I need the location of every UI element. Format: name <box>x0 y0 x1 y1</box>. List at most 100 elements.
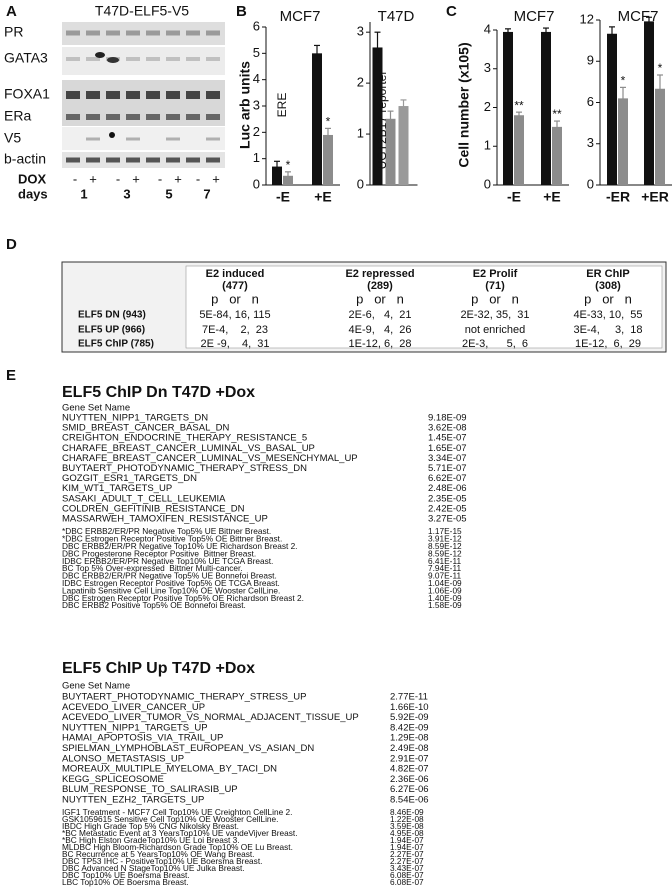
panel-label: B <box>236 3 247 20</box>
row-label: ELF5 DN (943) <box>78 310 146 321</box>
significance: * <box>286 158 291 172</box>
gene-set-name: KEGG_SPLICEOSOME <box>62 774 164 785</box>
y-tick-label: 2 <box>357 75 364 90</box>
y-tick-label: 9 <box>587 53 594 68</box>
gene-set-name: SMID_BREAST_CANCER_BASAL_DN <box>62 423 229 434</box>
annotation: UGT2B17 reporter <box>375 71 389 170</box>
p-value: 1.22E-08 <box>390 814 424 824</box>
chart-title: T47D <box>378 8 415 25</box>
y-tick-label: 0 <box>253 176 260 191</box>
gene-set-name: *BC Metastatic Event at 3 YearsTop10% UE… <box>62 828 298 838</box>
blot <box>62 22 225 168</box>
p-value: 2.36E-06 <box>390 774 429 785</box>
annotation: ERE <box>275 93 289 118</box>
gene-set-name: BUYTAERT_PHOTODYNAMIC_THERAPY_STRESS_UP <box>62 692 306 703</box>
p-value: 1.66E-10 <box>390 702 429 713</box>
bar <box>644 21 654 185</box>
column-count: (477) <box>222 280 248 292</box>
bar <box>503 31 513 185</box>
bar <box>514 115 524 185</box>
cell: 3E-4, 3, 18 <box>573 324 642 336</box>
x-tick-label: -ER <box>606 189 630 205</box>
bar <box>312 53 322 186</box>
p-value: 6.27E-06 <box>390 784 429 795</box>
y-axis-label: Cell number (x105) <box>456 42 472 167</box>
gene-set-name: Lapatinib Sensitive Cell Line Top10% OE … <box>62 585 280 595</box>
gene-set-name: MOREAUX_MULTIPLE_MYELOMA_BY_TACI_DN <box>62 764 277 775</box>
gene-set-name: CHARAFE_BREAST_CANCER_LUMINAL_VS_BASAL_U… <box>62 443 315 454</box>
panel-label: A <box>6 3 17 20</box>
chart-title: MCF7 <box>514 8 555 25</box>
cell: 4E-33, 10, 55 <box>573 309 642 321</box>
blot-row-label: ERa <box>4 108 31 124</box>
gene-set-name: DBC ERBB2/ER/PR Negative Top10% UE Richa… <box>62 541 298 551</box>
p-value: 5.71E-07 <box>428 463 467 474</box>
significance: ** <box>514 98 524 112</box>
p-value: 9.07E-11 <box>428 571 461 581</box>
p-value: 1.65E-07 <box>428 443 467 454</box>
gene-set-name: DBC Progesterone Receptor Positive Bittn… <box>62 548 256 558</box>
gene-set-name: BLUM_RESPONSE_TO_SALIRASIB_UP <box>62 784 238 795</box>
days-label: days <box>18 186 48 201</box>
subheader: p or n <box>471 291 519 306</box>
y-tick-label: 0 <box>357 176 364 191</box>
gene-set-name: NUYTTEN_NIPP1_TARGETS_DN <box>62 413 208 424</box>
dox-sign: + <box>132 171 140 186</box>
panel-label: C <box>446 3 457 20</box>
panel-label: E <box>6 367 16 384</box>
gene-set-name: *DBC Estrogen Receptor Positive Top5% OE… <box>62 534 282 544</box>
cell: 2E -9, 4, 31 <box>200 338 269 350</box>
y-tick-label: 0 <box>587 176 594 191</box>
gene-set-name: IDBC ERBB2/ER/PR Negative Top10% UE TCGA… <box>62 556 273 566</box>
y-tick-label: 4 <box>484 21 491 36</box>
gene-set-name: BUYTAERT_PHOTODYNAMIC_THERAPY_STRESS_DN <box>62 463 307 474</box>
cell: 2E-3, 5, 6 <box>462 338 528 350</box>
bar <box>283 175 293 185</box>
gene-set-name: KIM_WT1_TARGETS_UP <box>62 483 172 494</box>
gene-set-name: BC Recurrence at 5 YearsTop10% OE Wang B… <box>62 849 254 859</box>
p-value: 1.58E-09 <box>428 600 462 610</box>
dox-sign: - <box>73 171 77 186</box>
chart-title: MCF7 <box>618 8 659 25</box>
p-value: 5.92E-09 <box>390 712 429 723</box>
p-value: 2.42E-05 <box>428 503 467 514</box>
gene-set-name: ACEVEDO_LIVER_CANCER_UP <box>62 702 205 713</box>
p-value: 1.45E-07 <box>428 433 467 444</box>
p-value: 3.34E-07 <box>428 453 467 464</box>
p-value: 8.46E-09 <box>390 807 424 817</box>
blot-row-label: FOXA1 <box>4 86 50 102</box>
subheader: p or n <box>584 291 632 306</box>
gene-set-name: GOZGIT_ESR1_TARGETS_DN <box>62 473 197 484</box>
gene-set-name: SASAKI_ADULT_T_CELL_LEUKEMIA <box>62 493 226 504</box>
gene-set-name: DBC ERBB2 Positive Top5% OE Bonnefoi Bre… <box>62 600 246 610</box>
p-value: 6.41E-11 <box>428 556 461 566</box>
y-tick-label: 1 <box>357 126 364 141</box>
gene-set-name: NUYTTEN_EZH2_TARGETS_UP <box>62 795 204 806</box>
y-tick-label: 0 <box>484 176 491 191</box>
p-value: 9.18E-09 <box>428 413 467 424</box>
list-title: ELF5 ChIP Dn T47D +Dox <box>62 384 255 401</box>
p-value: 8.59E-12 <box>428 541 462 551</box>
y-tick-label: 5 <box>253 45 260 60</box>
y-tick-label: 2 <box>484 99 491 114</box>
y-tick-label: 3 <box>357 24 364 39</box>
bar <box>398 106 409 185</box>
dox-sign: - <box>158 171 162 186</box>
list-title: ELF5 ChIP Up T47D +Dox <box>62 660 255 677</box>
p-value: 2.35E-05 <box>428 493 467 504</box>
column-count: (308) <box>595 280 621 292</box>
y-tick-label: 3 <box>253 97 260 112</box>
y-tick-label: 2 <box>253 124 260 139</box>
p-value: 1.94E-07 <box>390 835 424 845</box>
p-value: 8.59E-12 <box>428 548 462 558</box>
p-value: 8.42E-09 <box>390 722 429 733</box>
x-tick-label: +E <box>543 189 561 205</box>
y-tick-label: 1 <box>484 138 491 153</box>
bar <box>372 47 383 185</box>
p-value: 1.94E-07 <box>390 842 424 852</box>
bar <box>385 118 396 185</box>
gene-set-name: ACEVEDO_LIVER_TUMOR_VS_NORMAL_ADJACENT_T… <box>62 712 359 723</box>
gene-set-name: SPIELMAN_LYMPHOBLAST_EUROPEAN_VS_ASIAN_D… <box>62 743 314 754</box>
p-value: 6.08E-07 <box>390 877 424 887</box>
